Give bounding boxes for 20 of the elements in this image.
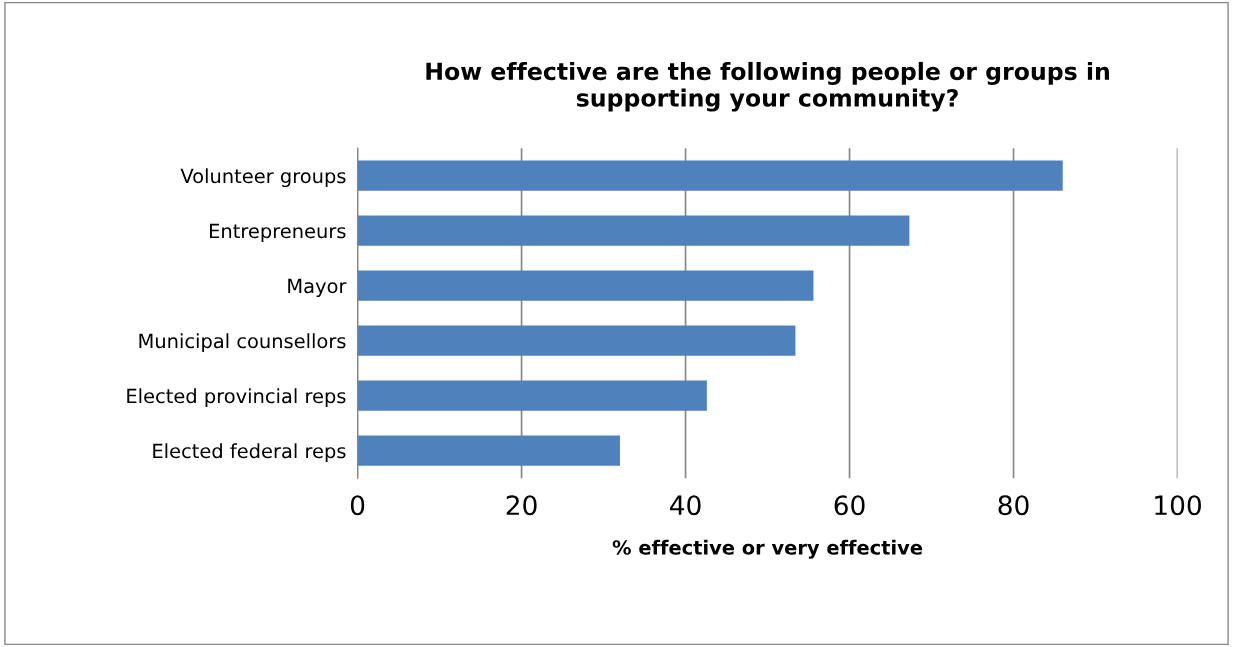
bar <box>357 435 620 466</box>
bar <box>357 270 814 301</box>
y-tick-label: Volunteer groups <box>180 168 346 188</box>
bar <box>357 325 796 356</box>
x-axis-title: % effective or very effective <box>612 539 923 559</box>
x-tick-label: 60 <box>834 495 865 516</box>
x-tick-label: 20 <box>506 495 537 516</box>
x-tick-label: 0 <box>350 495 365 516</box>
y-tick-label: Municipal counsellors <box>139 333 346 353</box>
x-tick-label: 40 <box>670 495 701 516</box>
bar <box>357 380 707 411</box>
x-tick-label: 100 <box>1155 495 1201 516</box>
chart-title: How effective are the following people or groups in supporting your community? <box>426 61 1109 112</box>
bar <box>357 215 910 246</box>
y-tick-label: Elected provincial reps <box>127 388 346 408</box>
y-tick-label: Mayor <box>288 278 347 298</box>
x-tick-label: 80 <box>998 495 1029 516</box>
bar <box>357 160 1063 191</box>
y-tick-label: Elected federal reps <box>153 443 346 463</box>
y-tick-label: Entrepreneurs <box>210 223 346 243</box>
